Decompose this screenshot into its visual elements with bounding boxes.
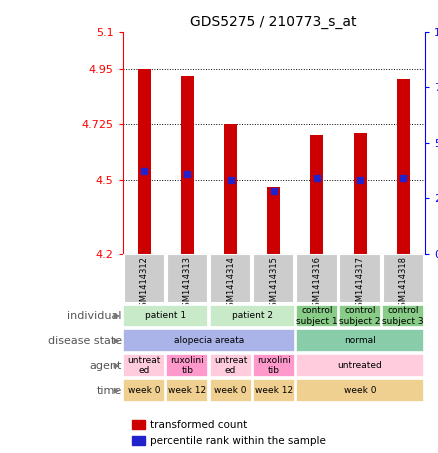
Bar [296, 354, 424, 377]
Bar [123, 329, 295, 352]
Text: ruxolini
tib: ruxolini tib [257, 356, 291, 376]
Bar [296, 304, 338, 328]
Text: disease state: disease state [48, 336, 122, 346]
Bar [132, 420, 145, 429]
Text: week 0: week 0 [344, 386, 376, 395]
Bar [397, 78, 410, 254]
Bar [138, 69, 151, 254]
Bar [210, 304, 295, 328]
Text: week 0: week 0 [128, 386, 160, 395]
Text: GSM1414316: GSM1414316 [312, 256, 321, 312]
Bar [311, 135, 323, 254]
Bar [166, 379, 208, 402]
Bar [167, 254, 208, 303]
Text: GSM1414317: GSM1414317 [356, 256, 364, 312]
Bar [210, 254, 251, 303]
Text: GSM1414312: GSM1414312 [140, 256, 149, 312]
Bar [353, 133, 367, 254]
Bar [296, 254, 338, 303]
Text: alopecia areata: alopecia areata [174, 337, 244, 345]
Text: control
subject 1: control subject 1 [296, 306, 338, 326]
Bar [181, 76, 194, 254]
Bar [123, 379, 165, 402]
Text: patient 2: patient 2 [232, 312, 273, 320]
Bar [339, 254, 381, 303]
Text: GSM1414314: GSM1414314 [226, 256, 235, 312]
Bar [253, 254, 294, 303]
Text: agent: agent [89, 361, 122, 371]
Title: GDS5275 / 210773_s_at: GDS5275 / 210773_s_at [191, 15, 357, 29]
Text: normal: normal [344, 337, 376, 345]
Bar [224, 124, 237, 254]
Text: week 0: week 0 [214, 386, 247, 395]
Bar [210, 354, 251, 377]
Bar [124, 254, 165, 303]
Text: GSM1414313: GSM1414313 [183, 256, 192, 312]
Text: patient 1: patient 1 [145, 312, 187, 320]
Text: control
subject 2: control subject 2 [339, 306, 381, 326]
Bar [253, 354, 295, 377]
Bar [253, 379, 295, 402]
Bar [166, 354, 208, 377]
Text: untreated: untreated [338, 361, 382, 370]
Bar [267, 187, 280, 254]
Text: percentile rank within the sample: percentile rank within the sample [150, 435, 326, 446]
Bar [296, 329, 424, 352]
Text: transformed count: transformed count [150, 419, 247, 430]
Bar [382, 254, 424, 303]
Text: GSM1414318: GSM1414318 [399, 256, 408, 312]
Text: untreat
ed: untreat ed [214, 356, 247, 376]
Text: individual: individual [67, 311, 122, 321]
Bar [382, 304, 424, 328]
Text: ruxolini
tib: ruxolini tib [170, 356, 204, 376]
Bar [123, 354, 165, 377]
Bar [123, 304, 208, 328]
Text: week 12: week 12 [168, 386, 206, 395]
Text: week 12: week 12 [254, 386, 293, 395]
Bar [339, 304, 381, 328]
Bar [210, 379, 251, 402]
Text: control
subject 3: control subject 3 [382, 306, 424, 326]
Text: GSM1414315: GSM1414315 [269, 256, 278, 312]
Text: time: time [96, 386, 122, 396]
Text: untreat
ed: untreat ed [127, 356, 161, 376]
Bar [296, 379, 424, 402]
Bar [132, 436, 145, 445]
